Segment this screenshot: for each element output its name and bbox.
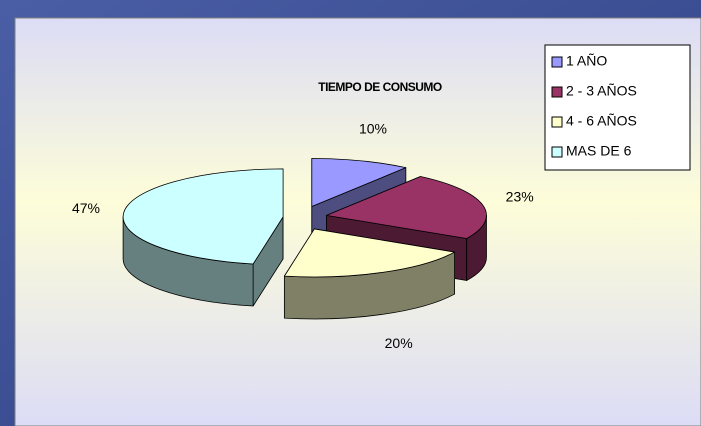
slice-top: [122, 168, 284, 265]
legend-swatch: [551, 56, 563, 68]
legend-label: 2 - 3 AÑOS: [566, 83, 637, 99]
legend-box: [544, 44, 691, 171]
legend: 1 AÑO 2 - 3 AÑOS 4 - 6 AÑOS MAS DE 6: [544, 44, 691, 171]
legend-swatch: [551, 146, 563, 158]
legend-label: 1 AÑO: [566, 53, 607, 69]
pie-slice: [122, 168, 284, 307]
chart-title: TIEMPO DE CONSUMO: [318, 80, 442, 94]
slice-top: [283, 228, 455, 278]
legend-swatch: [551, 116, 563, 128]
data-label: 20%: [385, 335, 413, 351]
slice-top: [326, 176, 487, 239]
pie: 10% 23% 20% 47%: [72, 120, 534, 351]
pie-slice: [283, 228, 455, 320]
legend-label: MAS DE 6: [566, 143, 632, 159]
slice-top: [311, 158, 407, 207]
data-label: 23%: [506, 188, 534, 204]
data-label: 47%: [72, 200, 100, 216]
legend-swatch: [551, 86, 563, 98]
data-label: 10%: [359, 120, 387, 136]
legend-label: 4 - 6 AÑOS: [566, 113, 637, 129]
